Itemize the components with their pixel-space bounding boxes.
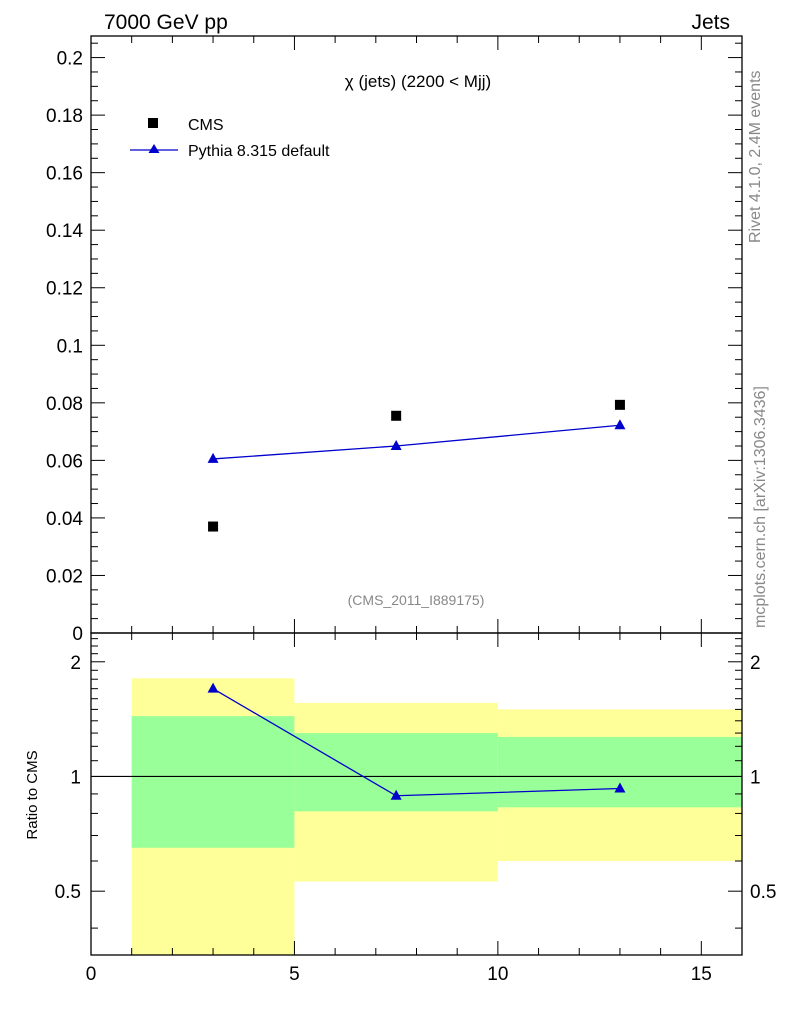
main-data-marks [207, 399, 626, 532]
ratio-pythia-point [614, 782, 626, 793]
pythia-point [207, 452, 219, 463]
ratio-panel: 0.5 0.5 1 1 2 2 0 5 10 15 Ratio to CMS [24, 632, 777, 985]
ratio-y-tick-label: 2 [70, 653, 81, 674]
legend-cms-marker [148, 118, 158, 128]
ratio-x-tick-labels: 0 5 10 15 [86, 964, 712, 985]
cms-data-point [391, 410, 402, 421]
main-y-tick-label: 0.06 [46, 451, 83, 472]
ratio-y-tick-labels: 0.5 0.5 1 1 2 2 [55, 653, 777, 903]
ratio-y-tick-label: 1 [70, 767, 81, 788]
ratio-pythia-point [390, 789, 402, 800]
rivet-version-label: Rivet 4.1.0, 2.4M events [747, 70, 764, 243]
ratio-plot-frame [90, 632, 743, 956]
ratio-y-tick-label-right: 2 [750, 653, 761, 674]
ratio-data-marks [207, 682, 626, 800]
main-y-tick-label: 0.16 [46, 164, 83, 185]
ratio-uncertainty-bands [131, 678, 742, 955]
mcplots-label: mcplots.cern.ch [arXiv:1306.3436] [752, 386, 769, 628]
main-y-tick-label: 0.18 [46, 106, 83, 127]
main-y-tick-label: 0.14 [46, 221, 83, 242]
ratio-x-tick-label: 0 [86, 964, 97, 985]
ratio-y-tick-label-right: 0.5 [750, 882, 776, 903]
main-y-tick-label: 0.04 [46, 509, 83, 530]
main-y-tick-label: 0.08 [46, 394, 83, 415]
header-left-label: 7000 GeV pp [104, 11, 228, 34]
legend: CMS Pythia 8.315 default [130, 117, 330, 160]
main-y-tick-labels: 0 0.02 0.04 0.06 0.08 0.1 0.12 0.14 0.16 0.18 0.2 [46, 49, 83, 645]
main-y-tick-label: 0 [72, 624, 83, 645]
ratio-inner-band [497, 736, 742, 808]
ratio-x-tick-label: 10 [487, 964, 508, 985]
legend-pythia-marker [148, 144, 160, 153]
plot-title: χ (jets) (2200 < Mjj) [345, 72, 491, 91]
ratio-y-axis-label: Ratio to CMS [24, 750, 41, 839]
main-panel: 00.020.040.060.080.10.120.140.160.180.2 … [46, 35, 743, 645]
ratio-x-tick-label: 5 [289, 964, 300, 985]
main-y-tick-label: 0.02 [46, 566, 83, 587]
analysis-watermark: (CMS_2011_I889175) [348, 592, 485, 608]
pythia-point [614, 419, 626, 430]
cms-data-point [208, 521, 219, 532]
ratio-x-tick-label: 15 [691, 964, 712, 985]
pythia-point [390, 439, 402, 450]
pythia-series-line [213, 424, 620, 460]
ratio-pythia-point [207, 682, 219, 693]
cms-data-point [614, 399, 625, 410]
ratio-axis-ticks [90, 633, 743, 955]
main-y-tick-label: 0.12 [46, 279, 83, 300]
ratio-y-tick-label: 0.5 [55, 882, 81, 903]
header-right-label: Jets [691, 11, 730, 34]
legend-pythia-label: Pythia 8.315 default [188, 143, 330, 160]
ratio-y-tick-label-right: 1 [750, 767, 761, 788]
legend-cms-label: CMS [188, 117, 224, 134]
main-axis-ticks [90, 36, 743, 634]
main-y-tick-label: 0.1 [57, 336, 83, 357]
main-y-tick-label: 0.2 [57, 49, 83, 70]
ratio-inner-band [131, 716, 295, 848]
